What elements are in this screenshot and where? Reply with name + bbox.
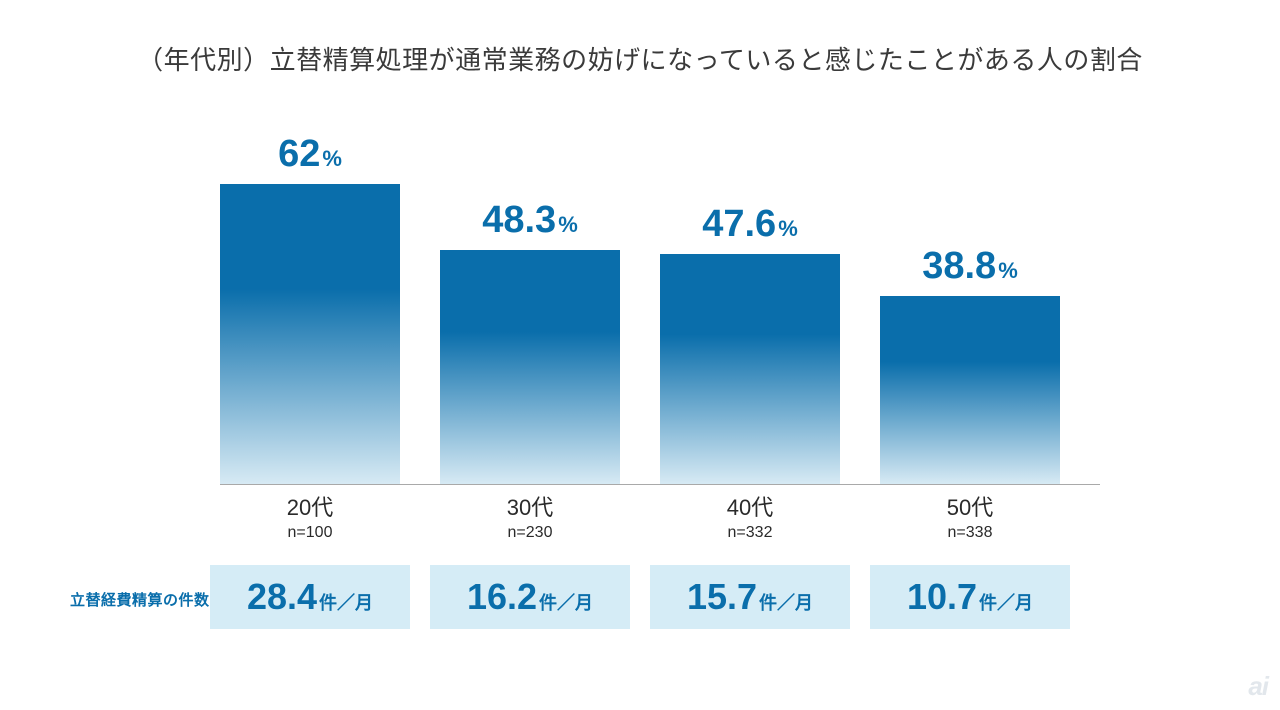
cat-2-age: 40代 — [660, 490, 840, 522]
chart-title: （年代別）立替精算処理が通常業務の妨げになっていると感じたことがある人の割合 — [0, 40, 1280, 77]
box-3-value: 10.7 — [907, 576, 977, 617]
box-2-value: 15.7 — [687, 576, 757, 617]
cat-2: 40代 n=332 — [660, 490, 840, 542]
box-unit: 件／月 — [319, 593, 373, 613]
cat-3-age: 50代 — [880, 490, 1060, 522]
box-2: 15.7件／月 — [650, 565, 850, 629]
cat-3: 50代 n=338 — [880, 490, 1060, 542]
bar-0-rect — [220, 184, 400, 484]
box-unit: 件／月 — [979, 593, 1033, 613]
bar-0-value-label: 62% — [220, 133, 400, 176]
percent-sign: % — [998, 258, 1018, 283]
bar-3-value: 38.8 — [922, 245, 996, 287]
watermark: ai — [1248, 671, 1268, 702]
box-3: 10.7件／月 — [870, 565, 1070, 629]
bar-2-value: 47.6 — [702, 203, 776, 245]
bar-2-value-label: 47.6% — [660, 203, 840, 246]
bar-3-rect — [880, 296, 1060, 484]
bar-1-value-label: 48.3% — [440, 199, 620, 242]
bar-3-value-label: 38.8% — [880, 245, 1060, 288]
cat-1: 30代 n=230 — [440, 490, 620, 542]
cat-1-n: n=230 — [440, 524, 620, 542]
secondary-row-label: 立替経費精算の件数 — [70, 589, 210, 610]
box-0-value: 28.4 — [247, 576, 317, 617]
bar-1-value: 48.3 — [482, 199, 556, 241]
bar-chart: 62% 48.3% 47.6% 38.8% — [220, 140, 1100, 485]
box-unit: 件／月 — [539, 593, 593, 613]
percent-sign: % — [778, 216, 798, 241]
bar-0: 62% — [220, 184, 400, 484]
cat-3-n: n=338 — [880, 524, 1060, 542]
percent-sign: % — [558, 212, 578, 237]
bar-1-rect — [440, 250, 620, 484]
percent-sign: % — [322, 146, 342, 171]
bar-3: 38.8% — [880, 296, 1060, 484]
cat-0: 20代 n=100 — [220, 490, 400, 542]
bar-0-value: 62 — [278, 133, 320, 175]
bar-1: 48.3% — [440, 250, 620, 484]
bar-2-rect — [660, 254, 840, 484]
cat-1-age: 30代 — [440, 490, 620, 522]
cat-2-n: n=332 — [660, 524, 840, 542]
box-unit: 件／月 — [759, 593, 813, 613]
box-1: 16.2件／月 — [430, 565, 630, 629]
box-1-value: 16.2 — [467, 576, 537, 617]
box-0: 28.4件／月 — [210, 565, 410, 629]
cat-0-n: n=100 — [220, 524, 400, 542]
bar-2: 47.6% — [660, 254, 840, 484]
cat-0-age: 20代 — [220, 490, 400, 522]
